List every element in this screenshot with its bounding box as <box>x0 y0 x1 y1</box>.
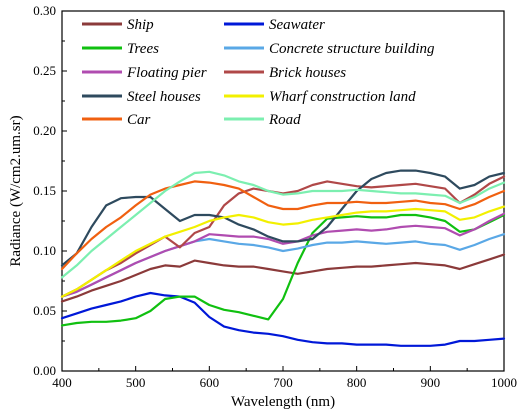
y-tick-label: 0.25 <box>33 63 56 78</box>
x-tick-label: 800 <box>347 375 367 390</box>
legend-label: Car <box>127 112 151 128</box>
series-line-7 <box>60 205 506 298</box>
x-tick-label: 600 <box>200 375 220 390</box>
x-tick-label: 900 <box>421 375 441 390</box>
legend: Ship Seawater Trees Concrete structure buil… <box>82 17 435 128</box>
series-line-6 <box>60 169 506 267</box>
legend-label: Concrete structure building <box>269 41 435 57</box>
series-line-1 <box>60 291 506 347</box>
series-line-9 <box>60 170 506 279</box>
series-line-0 <box>60 253 506 303</box>
y-tick-label: 0.20 <box>33 123 56 138</box>
legend-label: Wharf construction land <box>269 89 416 105</box>
y-tick-label: 0.00 <box>33 363 56 378</box>
legend-label: Trees <box>127 41 159 57</box>
series-line-2 <box>60 213 506 327</box>
series-line-4 <box>60 212 506 298</box>
legend-label: Steel houses <box>127 89 201 105</box>
y-tick-label: 0.15 <box>33 183 56 198</box>
series-line-8 <box>60 180 506 271</box>
y-tick-label: 0.05 <box>33 303 56 318</box>
legend-label: Floating pier <box>126 65 207 81</box>
y-axis-title: Radiance (W/cm2.um.sr) <box>8 115 24 266</box>
plot-area <box>61 10 505 372</box>
legend-label: Road <box>268 112 301 128</box>
legend-label: Seawater <box>269 17 325 33</box>
x-axis: 400 500 600 700 800 900 1000 <box>52 366 517 390</box>
series-line-5 <box>60 175 506 298</box>
legend-label: Ship <box>127 17 154 33</box>
x-tick-label: 400 <box>52 375 72 390</box>
y-tick-label: 0.10 <box>33 243 56 258</box>
series-lines <box>60 169 506 347</box>
y-axis: 0.00 0.05 0.10 0.15 0.20 0.25 0.30 <box>33 3 67 378</box>
y-tick-label: 0.30 <box>33 3 56 18</box>
legend-label: Brick houses <box>269 65 346 81</box>
x-tick-label: 1000 <box>491 375 517 390</box>
x-tick-label: 700 <box>273 375 293 390</box>
x-axis-title: Wavelength (nm) <box>231 394 335 410</box>
x-tick-label: 500 <box>126 375 146 390</box>
